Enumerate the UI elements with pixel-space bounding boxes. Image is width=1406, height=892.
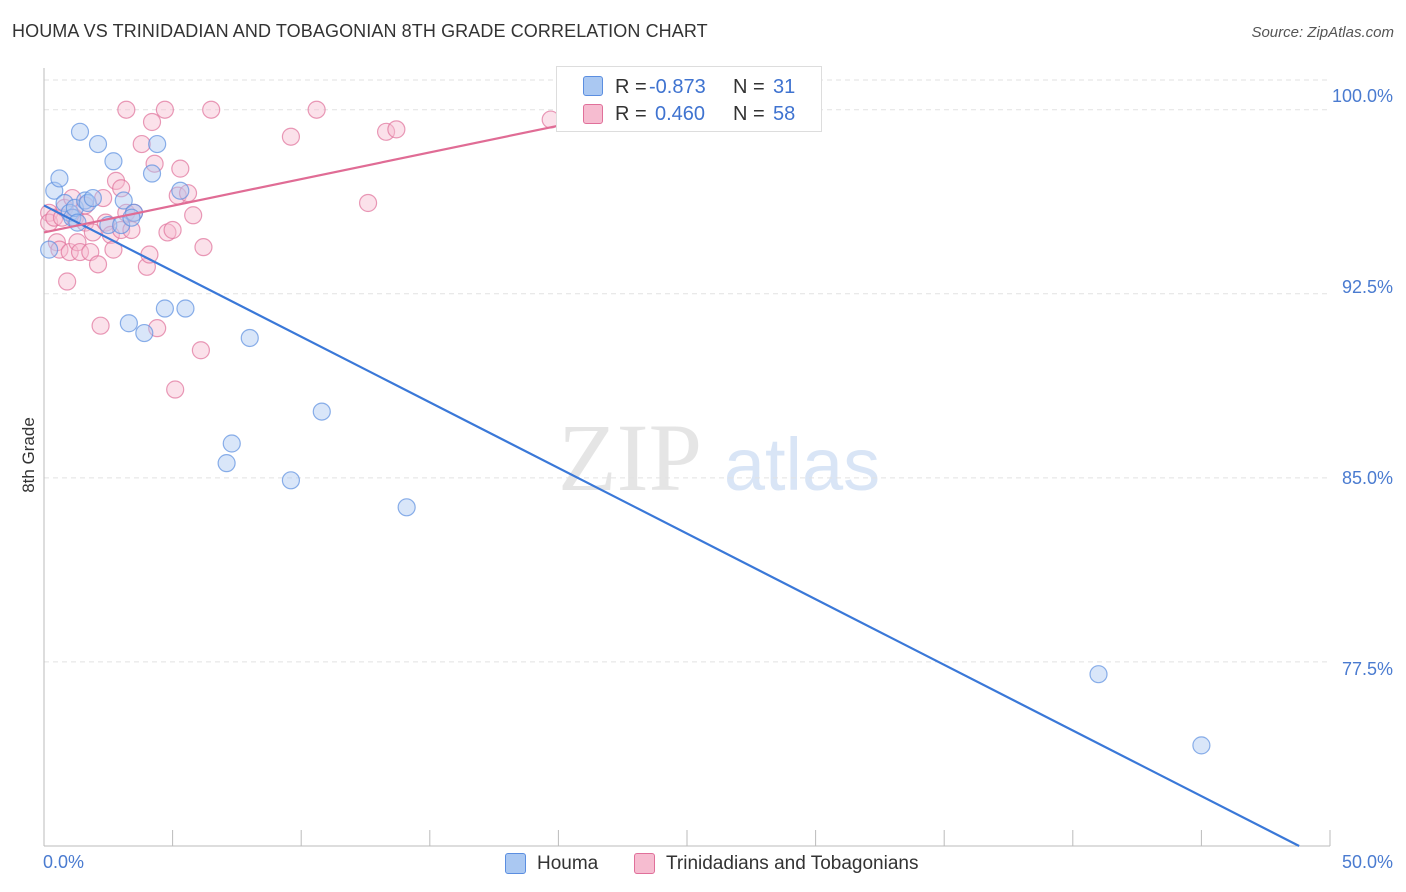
trinidadian-point bbox=[307, 100, 326, 119]
legend-n-value-houma: 31 bbox=[773, 76, 796, 98]
trinidadian-point bbox=[88, 255, 108, 274]
legend-swatch-trinidadians bbox=[634, 853, 655, 874]
legend-label-houma: Houma bbox=[537, 853, 599, 874]
houma-point bbox=[135, 323, 154, 343]
trinidadian-point bbox=[58, 272, 77, 291]
watermark: ZIP atlas bbox=[558, 404, 880, 511]
trinidadian-point bbox=[194, 238, 213, 257]
trinidadian-point bbox=[171, 159, 190, 178]
trinidadian-point bbox=[142, 112, 162, 132]
houma-point bbox=[148, 134, 167, 154]
y-tick-label: 100.0% bbox=[1331, 86, 1393, 106]
trinidadian-trend-line bbox=[43, 108, 636, 234]
houma-point bbox=[55, 193, 74, 213]
trinidadian-point bbox=[60, 242, 79, 262]
legend-r-label: R = bbox=[615, 103, 647, 125]
houma-point bbox=[222, 434, 241, 453]
houma-point bbox=[119, 314, 138, 333]
houma-point bbox=[104, 152, 123, 171]
chart-source: Source: ZipAtlas.com bbox=[1251, 24, 1394, 41]
trinidadian-point bbox=[163, 220, 182, 240]
trinidadian-point bbox=[166, 380, 185, 399]
houma-point bbox=[142, 164, 162, 183]
legend-n-label: N = bbox=[733, 76, 765, 98]
houma-point bbox=[240, 328, 259, 348]
x-tick-label-min: 0.0% bbox=[43, 852, 85, 872]
houma-point bbox=[40, 240, 59, 259]
watermark-atlas: atlas bbox=[724, 423, 880, 506]
houma-point bbox=[281, 471, 301, 490]
houma-point bbox=[122, 208, 141, 227]
houma-point bbox=[50, 169, 69, 188]
trinidadian-point bbox=[202, 100, 221, 119]
houma-point bbox=[176, 299, 195, 318]
houma-point bbox=[114, 191, 133, 210]
houma-point bbox=[171, 181, 190, 200]
legend-swatch-houma bbox=[505, 853, 526, 874]
stats-legend: R = -0.873 N = 31 R = 0.460 N = 58 bbox=[556, 66, 822, 132]
trinidadian-point bbox=[387, 120, 406, 139]
y-tick-label: 92.5% bbox=[1341, 277, 1393, 297]
watermark-zip: ZIP bbox=[558, 404, 702, 511]
trinidadian-point bbox=[132, 134, 151, 154]
legend-swatch-houma bbox=[583, 76, 603, 96]
y-tick-label: 85.0% bbox=[1341, 468, 1393, 488]
houma-point bbox=[88, 134, 108, 154]
legend-n-value-trinidadians: 58 bbox=[773, 103, 796, 125]
houma-point bbox=[1192, 736, 1211, 755]
trinidadian-point bbox=[70, 242, 90, 262]
x-tick-label-max: 50.0% bbox=[1341, 852, 1393, 872]
trinidadian-point bbox=[117, 100, 136, 119]
houma-point bbox=[70, 122, 90, 141]
trinidadian-point bbox=[91, 316, 110, 335]
houma-point bbox=[312, 402, 331, 421]
trinidadian-point bbox=[281, 127, 301, 146]
legend-r-label: R = bbox=[615, 76, 647, 98]
trinidadian-point bbox=[155, 100, 174, 119]
legend-r-value-houma: -0.873 bbox=[649, 76, 706, 98]
chart-title: HOUMA VS TRINIDADIAN AND TOBAGONIAN 8TH … bbox=[12, 21, 708, 41]
legend-n-label: N = bbox=[733, 103, 765, 125]
series-legend: Houma Trinidadians and Tobagonians bbox=[0, 852, 1406, 878]
legend-r-value-trinidadians: 0.460 bbox=[655, 103, 706, 125]
houma-point bbox=[217, 454, 236, 473]
trinidadian-point bbox=[191, 341, 210, 360]
y-axis-label: 8th Grade bbox=[19, 417, 38, 493]
legend-label-trinidadians: Trinidadians and Tobagonians bbox=[666, 853, 919, 874]
trinidadian-point bbox=[184, 206, 203, 225]
houma-point bbox=[83, 188, 102, 208]
houma-point bbox=[155, 299, 174, 318]
legend-swatch-trinidadians bbox=[583, 104, 603, 124]
trinidadian-point bbox=[358, 193, 378, 213]
houma-point bbox=[1089, 665, 1108, 684]
y-tick-label: 77.5% bbox=[1341, 659, 1393, 679]
houma-point bbox=[397, 498, 416, 517]
houma-point bbox=[78, 193, 97, 213]
houma-trend-line bbox=[43, 204, 1300, 847]
trinidadian-point bbox=[47, 233, 66, 252]
